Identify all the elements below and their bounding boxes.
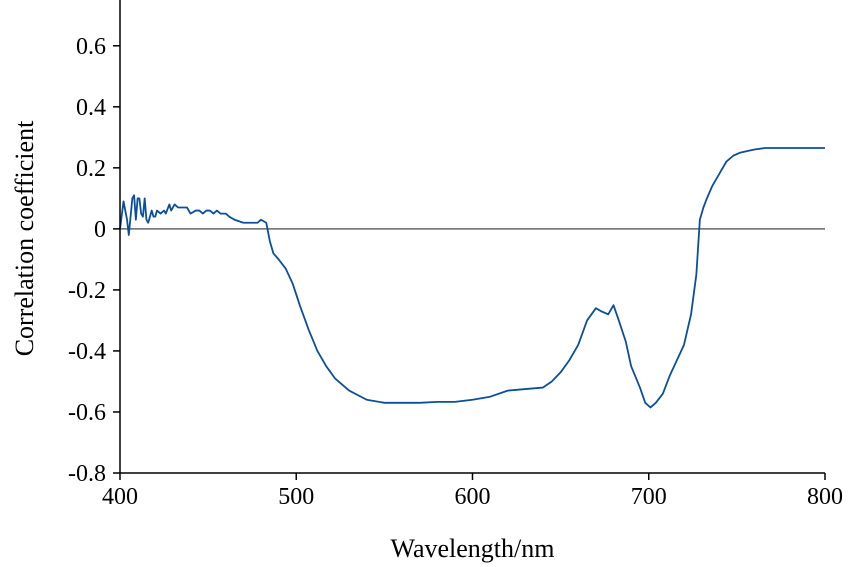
x-axis-title: Wavelength/nm bbox=[391, 534, 555, 563]
y-tick-label: -0.6 bbox=[68, 400, 106, 426]
y-tick-label: -0.8 bbox=[68, 461, 106, 487]
y-tick-label: 0 bbox=[94, 217, 106, 243]
y-tick-label: -0.4 bbox=[68, 339, 106, 365]
series-layer bbox=[119, 147, 825, 409]
series-line-0 bbox=[119, 147, 825, 409]
x-tick-label: 400 bbox=[102, 484, 138, 510]
x-tick-label: 800 bbox=[807, 484, 843, 510]
x-tick-label: 500 bbox=[278, 484, 314, 510]
y-tick-label: -0.2 bbox=[68, 278, 106, 304]
axes bbox=[119, 0, 825, 474]
y-tick-label: 0.6 bbox=[76, 34, 106, 60]
x-tick-label: 700 bbox=[631, 484, 667, 510]
x-tick-label: 600 bbox=[455, 484, 491, 510]
x-axis-ticks: 400 500 600 700 800 bbox=[102, 473, 843, 510]
y-tick-label: 0.2 bbox=[76, 156, 106, 182]
y-axis-ticks: -0.8 -0.6 -0.4 -0.2 0 0.2 0.4 0.6 bbox=[68, 34, 120, 487]
y-axis-title: Correlation coefficient bbox=[10, 120, 39, 356]
y-tick-label: 0.4 bbox=[76, 95, 106, 121]
